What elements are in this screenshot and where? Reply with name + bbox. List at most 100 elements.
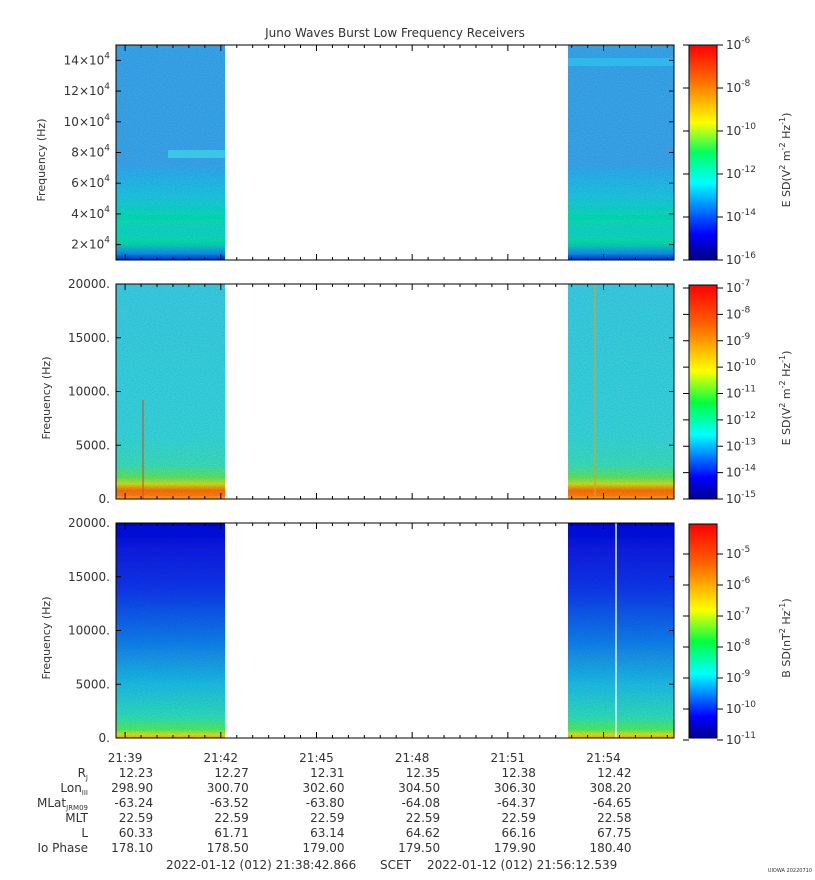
panel-3-ylabel: Frequency (Hz) — [40, 597, 53, 680]
ephemeris-value: 22.59 — [501, 811, 535, 825]
panel-3-data-left — [116, 523, 225, 738]
ephemeris-row-label: MLatJRM09 — [37, 796, 88, 812]
xtick-label: 21:51 — [491, 751, 526, 765]
colorbar-tick-label: 10-12 — [726, 165, 756, 181]
ytick-label: 0. — [99, 492, 110, 506]
ephemeris-value: -63.24 — [114, 796, 153, 810]
ephemeris-value: 178.50 — [207, 841, 249, 855]
footer-scet: SCET — [380, 858, 412, 872]
panel-2: 0. 5000. 10000. 15000. 20000. Frequency (Hz)… — [40, 277, 793, 506]
ephemeris-value: 66.16 — [501, 826, 535, 840]
xtick-label: 21:42 — [203, 751, 238, 765]
ephemeris-row-label: LonIII — [60, 781, 88, 797]
ephemeris-value: 61.71 — [214, 826, 248, 840]
xtick-label: 21:48 — [395, 751, 430, 765]
colorbar-tick-label: 10-8 — [726, 79, 751, 95]
ytick-label: 5000. — [76, 677, 110, 691]
colorbar-tick-label: 10-15 — [726, 490, 756, 506]
ephemeris-row-label: MLT — [65, 811, 88, 825]
ephemeris-value: 22.59 — [406, 811, 440, 825]
colorbar-tick-label: 10-8 — [726, 638, 751, 654]
colorbar-tick-label: 10-9 — [726, 332, 751, 348]
ephemeris-value: -63.52 — [210, 796, 249, 810]
ephemeris-row-label: L — [81, 826, 88, 840]
panel-1-feature-left — [168, 150, 225, 158]
colorbar-tick-label: 10-6 — [726, 576, 751, 592]
colorbar-1-label: E SD(V2 m-2 Hz-1) — [778, 113, 793, 208]
ytick-label: 15000. — [68, 331, 110, 345]
ephemeris-value: 306.30 — [494, 781, 536, 795]
ephemeris-value: 22.59 — [310, 811, 344, 825]
panel-1-feature-right — [568, 58, 674, 66]
ephemeris-row-label: RJ — [78, 766, 88, 782]
colorbar-2-label: E SD(V2 m-2 Hz-1) — [778, 351, 793, 446]
xtick-label: 21:39 — [108, 751, 143, 765]
ytick-label: 20000. — [68, 277, 110, 291]
colorbar-tick-label: 10-5 — [726, 545, 750, 561]
panel-1-yticks: 2×104 4×104 6×104 8×104 10×104 12×104 14×104 — [64, 51, 674, 252]
ephemeris-value: 22.59 — [214, 811, 248, 825]
ytick-label: 5000. — [76, 438, 110, 452]
ephemeris-value: 12.31 — [310, 766, 344, 780]
ephemeris-value: 63.14 — [310, 826, 344, 840]
ytick-label: 2×104 — [71, 236, 110, 252]
ephemeris-value: -64.08 — [401, 796, 440, 810]
x-axis: 21:39 21:42 21:45 21:48 21:51 21:54 — [108, 45, 668, 765]
ytick-label: 10000. — [68, 385, 110, 399]
colorbar-tick-label: 10-7 — [726, 279, 750, 295]
colorbar-tick-label: 10-10 — [726, 358, 756, 374]
ephemeris-value: 67.75 — [597, 826, 631, 840]
ephemeris-value: 298.90 — [111, 781, 153, 795]
colorbar-tick-label: 10-11 — [726, 385, 756, 401]
ephemeris-value: 12.27 — [214, 766, 248, 780]
ephemeris-value: 12.42 — [597, 766, 631, 780]
panel-2-data-left — [116, 284, 225, 499]
colorbar-tick-label: 10-8 — [726, 305, 751, 321]
ytick-label: 10000. — [68, 624, 110, 638]
ephemeris-value: 178.10 — [111, 841, 153, 855]
ephemeris-value: -64.37 — [497, 796, 536, 810]
colorbar-2 — [688, 284, 718, 500]
xtick-label: 21:54 — [586, 751, 621, 765]
colorbar-tick-label: 10-13 — [726, 437, 756, 453]
colorbar-tick-label: 10-14 — [726, 464, 756, 480]
ephemeris-value: 12.35 — [406, 766, 440, 780]
panel-1: 2×104 4×104 6×104 8×104 10×104 12×104 14×104 F… — [35, 36, 793, 267]
ytick-label: 15000. — [68, 570, 110, 584]
colorbar-tick-label: 10-11 — [726, 731, 756, 747]
ephemeris-value: 304.50 — [398, 781, 440, 795]
ephemeris-value: 179.50 — [398, 841, 440, 855]
chart-title: Juno Waves Burst Low Frequency Receivers — [264, 26, 525, 40]
panel-1-data-right — [568, 45, 674, 260]
ytick-label: 4×104 — [71, 205, 110, 221]
colorbar-1 — [688, 44, 718, 261]
colorbar-3-ticks: 10-5 10-6 10-7 10-8 10-9 10-10 10-11 — [683, 545, 756, 747]
ephemeris-value: 179.00 — [302, 841, 344, 855]
ephemeris-value: 12.23 — [119, 766, 153, 780]
ephemeris-value: 22.58 — [597, 811, 631, 825]
colorbar-tick-label: 10-9 — [726, 669, 751, 685]
ytick-label: 12×104 — [64, 82, 111, 98]
colorbar-tick-label: 10-10 — [726, 700, 756, 716]
colorbar-tick-label: 10-6 — [726, 36, 751, 52]
ytick-label: 20000. — [68, 516, 110, 530]
ephemeris-value: 180.40 — [590, 841, 632, 855]
colorbar-3 — [688, 523, 718, 739]
ephemeris-value: 22.59 — [119, 811, 153, 825]
colorbar-tick-label: 10-14 — [726, 208, 756, 224]
ytick-label: 0. — [99, 731, 110, 745]
ephemeris-value: -64.65 — [593, 796, 632, 810]
panel-3-yticks: 0. 5000. 10000. 15000. 20000. — [68, 516, 674, 745]
ephemeris-value: 64.62 — [406, 826, 440, 840]
ephemeris-value: 308.20 — [590, 781, 632, 795]
ephemeris-value: 179.90 — [494, 841, 536, 855]
ephemeris-row-label: Io Phase — [37, 841, 88, 855]
ephemeris-value: 12.38 — [501, 766, 535, 780]
ytick-label: 8×104 — [71, 144, 110, 160]
ytick-label: 6×104 — [71, 174, 110, 190]
panel-2-ylabel: Frequency (Hz) — [40, 357, 53, 440]
footer-credit: UIOWA 20220710 — [768, 868, 812, 874]
ephemeris-value: 300.70 — [207, 781, 249, 795]
colorbar-tick-label: 10-7 — [726, 607, 750, 623]
